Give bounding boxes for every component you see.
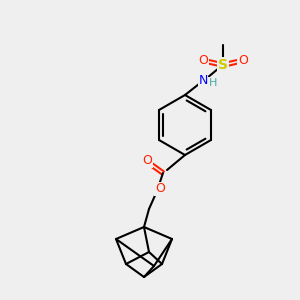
Text: H: H: [209, 78, 217, 88]
Text: O: O: [155, 182, 165, 196]
Text: O: O: [198, 55, 208, 68]
Text: N: N: [198, 74, 208, 88]
Text: S: S: [218, 58, 228, 72]
Text: O: O: [142, 154, 152, 167]
Text: O: O: [238, 55, 248, 68]
